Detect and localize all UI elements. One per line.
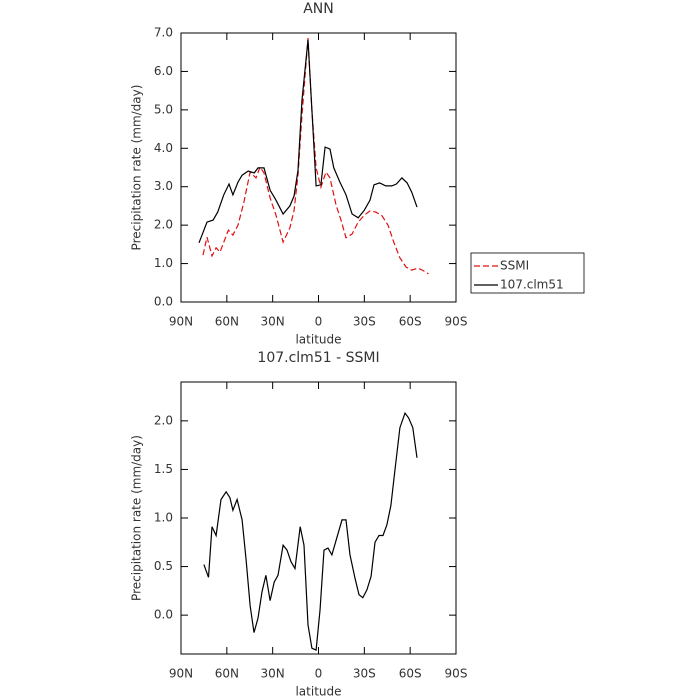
x-tick-label: 60S bbox=[399, 667, 422, 681]
legend-box bbox=[470, 252, 585, 294]
y-tick-label: 0.0 bbox=[154, 295, 173, 309]
y-tick-label: 3.0 bbox=[154, 179, 173, 193]
x-tick-label: 30S bbox=[353, 315, 376, 329]
x-axis-label: latitude bbox=[295, 333, 341, 347]
y-tick-label: 0.0 bbox=[154, 608, 173, 622]
y-tick-label: 0.5 bbox=[154, 559, 173, 573]
plot-frame bbox=[180, 32, 457, 303]
x-tick-label: 0 bbox=[315, 315, 323, 329]
x-tick-label: 30S bbox=[353, 667, 376, 681]
x-tick-label: 90S bbox=[445, 667, 468, 681]
legend-label: SSMI bbox=[500, 259, 529, 273]
x-tick-label: 90N bbox=[169, 667, 193, 681]
plot-frame bbox=[180, 381, 457, 655]
y-tick-label: 4.0 bbox=[154, 141, 173, 155]
series-line bbox=[203, 411, 418, 651]
x-axis-label: latitude bbox=[295, 685, 341, 699]
series-line bbox=[198, 39, 418, 244]
x-tick-label: 90N bbox=[169, 315, 193, 329]
y-tick-label: 2.0 bbox=[154, 413, 173, 427]
x-tick-label: 60N bbox=[215, 315, 239, 329]
y-tick-label: 7.0 bbox=[154, 26, 173, 40]
x-tick-label: 0 bbox=[315, 667, 323, 681]
x-tick-label: 90S bbox=[445, 315, 468, 329]
x-tick-label: 30N bbox=[261, 315, 285, 329]
chart-title: ANN bbox=[303, 1, 334, 17]
chart-title: 107.clm51 - SSMI bbox=[257, 350, 379, 366]
y-tick-label: 1.0 bbox=[154, 511, 173, 525]
y-axis-label: Precipitation rate (mm/day) bbox=[130, 85, 144, 251]
x-tick-label: 60N bbox=[215, 667, 239, 681]
y-tick-label: 6.0 bbox=[154, 64, 173, 78]
y-tick-label: 5.0 bbox=[154, 102, 173, 116]
y-tick-label: 1.0 bbox=[154, 256, 173, 270]
y-tick-label: 2.0 bbox=[154, 218, 173, 232]
series-line bbox=[202, 37, 429, 275]
x-tick-label: 30N bbox=[261, 667, 285, 681]
y-axis-label: Precipitation rate (mm/day) bbox=[130, 435, 144, 601]
x-tick-label: 60S bbox=[399, 315, 422, 329]
y-tick-label: 1.5 bbox=[154, 462, 173, 476]
legend-label: 107.clm51 bbox=[500, 278, 564, 292]
